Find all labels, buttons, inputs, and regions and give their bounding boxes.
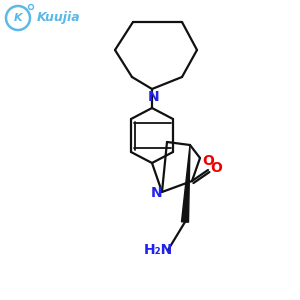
Text: K: K: [14, 13, 22, 23]
Text: O: O: [210, 161, 222, 175]
Text: O: O: [202, 154, 214, 168]
Polygon shape: [182, 145, 190, 222]
Text: H₂N: H₂N: [143, 243, 172, 257]
Text: N: N: [151, 186, 163, 200]
Text: Kuujia: Kuujia: [37, 11, 81, 25]
Text: N: N: [148, 90, 160, 104]
